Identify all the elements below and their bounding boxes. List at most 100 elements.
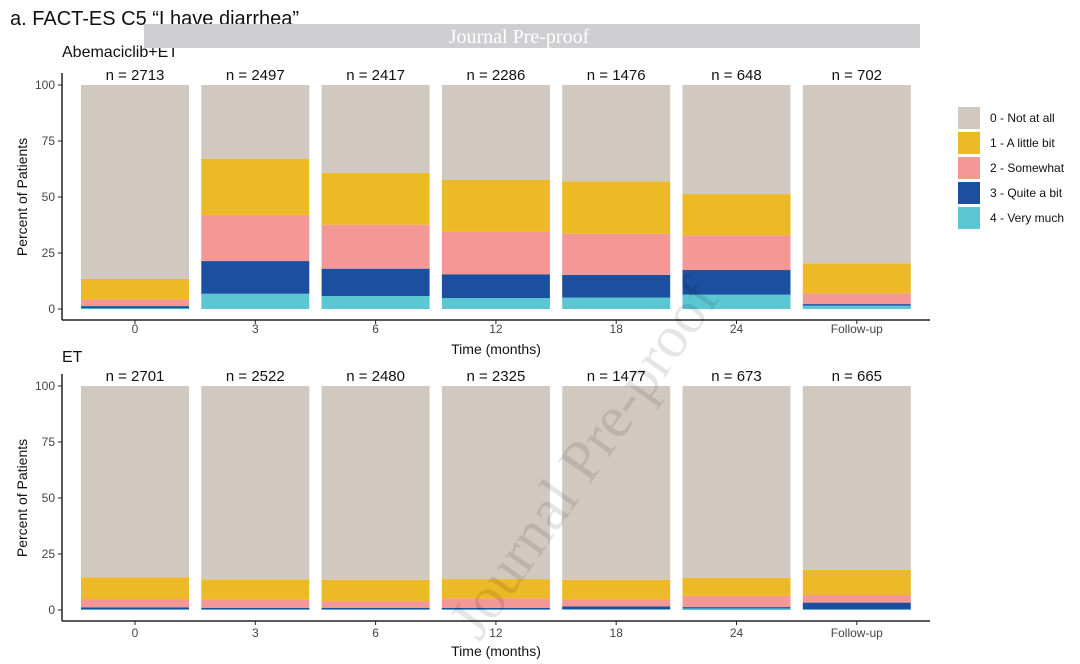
n-label: n = 2497	[226, 67, 285, 84]
bar-segment-1-18	[562, 181, 671, 234]
x-tick-label: 0	[132, 322, 139, 336]
bar-segment-3-3	[201, 261, 310, 294]
x-tick-label: 3	[252, 626, 259, 640]
legend-key	[958, 132, 980, 154]
bar-segment-3-3	[201, 607, 310, 610]
n-label: n = 2701	[106, 368, 165, 385]
bar-segment-2-3	[201, 599, 310, 608]
bar-segment-3-0	[81, 306, 189, 309]
bar-segment-3-6	[321, 607, 430, 610]
bar-segment-0-3	[201, 85, 310, 159]
n-label: n = 1477	[587, 368, 646, 385]
bar-segment-2-18	[562, 233, 671, 275]
bar-segment-4-24	[682, 608, 791, 610]
panel-0: Abemaciclib+ET 0 25 50 75 100 Percent of Patie…	[14, 44, 930, 357]
bar-segment-1-6	[321, 579, 430, 602]
bar-segment-4-18	[562, 297, 671, 309]
bar-segment-2-3	[201, 214, 310, 262]
bar-segment-2-6	[321, 601, 430, 608]
bar-segment-2-0	[81, 299, 189, 307]
bar-segment-0-18	[562, 386, 671, 580]
x-tick-label: Follow-up	[831, 626, 883, 640]
panel-label: ET	[62, 349, 83, 366]
bar-segment-2-12	[441, 598, 550, 608]
y-tick-label: 100	[35, 379, 55, 393]
bar-segment-1-6	[321, 173, 430, 225]
legend-key	[958, 182, 980, 204]
n-label: n = 2713	[106, 67, 165, 84]
legend: 0 - Not at all 1 - A little bit 2 - Somewh…	[958, 107, 1065, 229]
legend-key	[958, 207, 980, 229]
y-tick-label: 50	[42, 190, 56, 204]
x-tick-label: 6	[372, 626, 379, 640]
n-label: n = 2286	[466, 67, 525, 84]
bar-segment-0-24	[682, 386, 791, 578]
bar-segment-4-12	[441, 609, 550, 610]
x-axis-title: Time (months)	[451, 341, 541, 357]
bar-segment-2-24	[682, 595, 791, 608]
bar-segment-1-12	[441, 179, 550, 232]
bar-segment-2-18	[562, 599, 671, 607]
panel-label: Abemaciclib+ET	[62, 44, 178, 61]
x-tick-label: 12	[489, 626, 503, 640]
x-tick-label: 24	[730, 626, 744, 640]
x-tick-label: 0	[132, 626, 139, 640]
y-tick-label: 75	[42, 435, 56, 449]
n-label: n = 1476	[587, 67, 646, 84]
bar-segment-4-24	[682, 294, 791, 309]
legend-label: 2 - Somewhat	[990, 161, 1065, 175]
n-label: n = 2522	[226, 368, 285, 385]
bar-segment-1-Follow-up	[802, 569, 911, 595]
bar-segment-1-24	[682, 577, 791, 596]
bar-segment-0-6	[321, 386, 430, 580]
bar-segment-3-Follow-up	[802, 602, 911, 610]
bar-segment-1-0	[81, 278, 189, 300]
bar-segment-3-18	[562, 606, 671, 610]
bar-segment-3-18	[562, 274, 671, 298]
x-tick-label: 18	[610, 626, 624, 640]
n-label: n = 702	[832, 67, 882, 84]
bar-segment-4-3	[201, 293, 310, 309]
bar-segment-4-0	[81, 308, 189, 309]
bar-segment-0-Follow-up	[802, 386, 911, 570]
bar-segment-2-Follow-up	[802, 293, 911, 305]
bar-segment-4-6	[321, 296, 430, 309]
bar-segment-4-12	[441, 298, 550, 309]
y-tick-label: 0	[48, 302, 55, 316]
n-label: n = 665	[832, 368, 882, 385]
y-tick-label: 25	[42, 547, 56, 561]
n-label: n = 648	[711, 67, 761, 84]
watermark-banner-text: Journal Pre-proof	[449, 26, 590, 48]
y-axis-title: Percent of Patients	[14, 138, 30, 256]
panel-1: ET 0 25 50 75 100 Percent of Patients Time (mon…	[14, 349, 930, 659]
y-tick-label: 0	[48, 603, 55, 617]
bar-segment-0-0	[81, 386, 189, 578]
legend-key	[958, 107, 980, 129]
bar-segment-0-24	[682, 85, 791, 195]
bar-segment-0-3	[201, 386, 310, 580]
bar-segment-4-6	[321, 609, 430, 610]
bar-segment-1-18	[562, 579, 671, 600]
x-tick-label: 18	[610, 322, 624, 336]
bar-segment-1-0	[81, 577, 189, 600]
legend-label: 3 - Quite a bit	[990, 186, 1063, 200]
bar-segment-2-12	[441, 231, 550, 275]
x-tick-label: 3	[252, 322, 259, 336]
bar-segment-1-3	[201, 579, 310, 600]
n-label: n = 2417	[346, 67, 405, 84]
bar-segment-3-6	[321, 268, 430, 297]
bar-segment-0-6	[321, 85, 430, 174]
y-axis-title: Percent of Patients	[14, 439, 30, 557]
bar-segment-4-3	[201, 609, 310, 610]
bar-segment-2-24	[682, 235, 791, 271]
legend-label: 0 - Not at all	[990, 111, 1055, 125]
bar-segment-3-Follow-up	[802, 304, 911, 306]
y-tick-label: 50	[42, 491, 56, 505]
legend-key	[958, 157, 980, 179]
bar-segment-4-18	[562, 609, 671, 610]
bar-segment-0-Follow-up	[802, 85, 911, 264]
n-label: n = 2325	[466, 368, 525, 385]
bar-segment-1-24	[682, 194, 791, 236]
bar-segment-3-24	[682, 270, 791, 295]
bar-segment-1-12	[441, 579, 550, 599]
